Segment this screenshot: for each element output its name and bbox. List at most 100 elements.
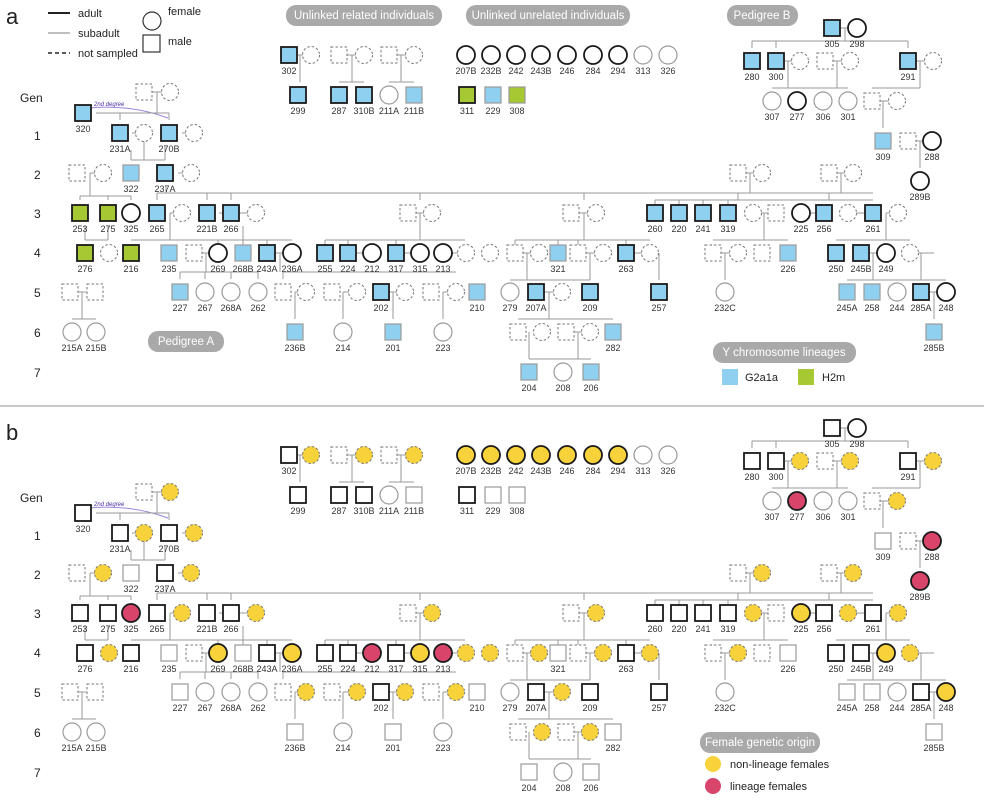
unsampled-female	[481, 244, 499, 262]
male-symbol	[827, 244, 845, 262]
individual-id-label: 284	[585, 466, 600, 476]
unsampled-female	[100, 644, 118, 662]
individual-209: 209	[581, 683, 599, 713]
degree-note-a: 2nd degree	[93, 102, 125, 108]
panel-b-letter: b	[6, 420, 18, 445]
female-symbol	[410, 243, 430, 263]
male-symbol	[122, 644, 140, 662]
individual-287: 287	[330, 486, 348, 516]
legend-not-sampled-label: not sampled	[78, 48, 138, 60]
male-symbol	[925, 723, 943, 741]
male-symbol	[650, 283, 668, 301]
individual-310B: 310B	[353, 486, 375, 516]
male-symbol	[71, 204, 89, 222]
individual-306: 306	[813, 91, 833, 122]
male-square-icon	[142, 34, 161, 53]
individual-315: 315	[410, 643, 430, 674]
individual-248: 248	[936, 282, 956, 313]
individual-id-label: 322	[123, 584, 138, 594]
female-symbol	[456, 445, 476, 465]
gen-7-label: 7	[34, 766, 41, 780]
unsampled-female	[348, 283, 366, 301]
unsampled-female	[553, 283, 571, 301]
unsampled-female	[924, 52, 942, 70]
individual-id-label: 248	[938, 703, 953, 713]
individual-id-label: 285A	[910, 303, 931, 313]
male-symbol	[289, 486, 307, 504]
unsampled-female	[888, 92, 906, 110]
individual-201: 201	[384, 323, 402, 353]
individual-id-label: 249	[878, 664, 893, 674]
individual-id-label: 243A	[256, 664, 277, 674]
individual-317: 317	[387, 244, 405, 274]
individual-id-label: 231A	[109, 144, 130, 154]
individual-279: 279	[500, 682, 520, 713]
individual-id-label: 245A	[836, 303, 857, 313]
individual-id-label: 246	[559, 466, 574, 476]
h2m-swatch	[798, 369, 814, 385]
unsampled-male	[569, 244, 587, 262]
individual-306: 306	[813, 491, 833, 522]
individual-id-label: 214	[335, 743, 350, 753]
individual-216: 216	[122, 644, 140, 674]
female-symbol	[379, 85, 399, 105]
female-symbol	[922, 531, 942, 551]
male-symbol	[148, 204, 166, 222]
male-symbol	[405, 86, 423, 104]
gen-3-label: 3	[34, 207, 41, 221]
individual-id-label: 268A	[220, 703, 241, 713]
individual-263: 263	[617, 244, 635, 274]
individual-id-label: 280	[744, 72, 759, 82]
male-symbol	[458, 86, 476, 104]
unsampled-male	[729, 564, 747, 582]
male-symbol	[71, 604, 89, 622]
individual-id-label: 277	[789, 512, 804, 522]
individual-275: 275	[99, 604, 117, 634]
female-symbol	[583, 445, 603, 465]
individual-id-label: 305	[824, 39, 839, 49]
female-symbol	[62, 722, 82, 742]
unsampled-male	[506, 644, 524, 662]
individual-id-label: 322	[123, 184, 138, 194]
female-symbol	[922, 131, 942, 151]
unsampled-female	[355, 446, 373, 464]
individual-211A: 211A	[379, 85, 399, 116]
individual-id-label: 255	[317, 264, 332, 274]
male-symbol	[767, 452, 785, 470]
unsampled-male	[704, 644, 722, 662]
individual-id-label: 298	[849, 39, 864, 49]
individual-id-label: 313	[635, 66, 650, 76]
female-symbol	[333, 322, 353, 342]
individual-223: 223	[433, 722, 453, 753]
individual-id-label: 246	[559, 66, 574, 76]
individual-id-label: 302	[281, 466, 296, 476]
individual-id-label: 208	[555, 383, 570, 393]
individual-id-label: 213	[435, 264, 450, 274]
individual-id-label: 243A	[256, 264, 277, 274]
individual-289B: 289B	[909, 171, 931, 202]
individual-232C: 232C	[714, 682, 736, 713]
individual-210: 210	[468, 683, 486, 713]
individual-id-label: 232B	[480, 66, 501, 76]
female-symbol	[715, 682, 735, 702]
individual-id-label: 279	[502, 303, 517, 313]
individual-id-label: 226	[780, 664, 795, 674]
female-symbol	[500, 682, 520, 702]
individual-300: 300	[767, 452, 785, 482]
male-symbol	[508, 86, 526, 104]
male-symbol	[912, 683, 930, 701]
individual-id-label: 302	[281, 66, 296, 76]
individual-270B: 270B	[158, 124, 180, 154]
non-lineage-label: non-lineage females	[730, 759, 830, 771]
unsampled-male	[399, 604, 417, 622]
unsampled-female	[791, 52, 809, 70]
individual-id-label: 258	[864, 703, 879, 713]
unsampled-male	[569, 644, 587, 662]
individual-id-label: 284	[585, 66, 600, 76]
unsampled-male	[330, 46, 348, 64]
female-symbol	[195, 282, 215, 302]
individual-301: 301	[838, 91, 858, 122]
individual-210: 210	[468, 283, 486, 313]
gen-2-label: 2	[34, 168, 41, 182]
unsampled-female	[581, 323, 599, 341]
